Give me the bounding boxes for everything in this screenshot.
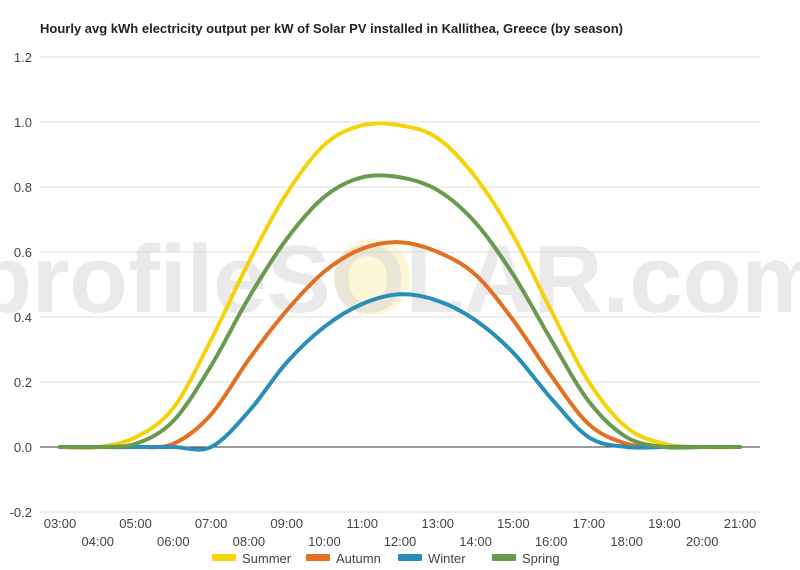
x-tick-label: 11:00 [346, 516, 378, 531]
legend-label-winter: Winter [428, 551, 466, 566]
y-tick-label: 0.6 [14, 245, 32, 260]
legend-swatch-summer [212, 554, 236, 561]
legend-label-autumn: Autumn [336, 551, 381, 566]
y-tick-label: 0.4 [14, 310, 32, 325]
series-line-summer [58, 121, 742, 450]
series-lines [58, 121, 742, 452]
legend-label-summer: Summer [242, 551, 292, 566]
x-tick-label: 06:00 [157, 534, 190, 549]
legend-swatch-autumn [306, 554, 330, 561]
x-tick-label: 18:00 [610, 534, 643, 549]
x-tick-label: 10:00 [308, 534, 341, 549]
x-tick-label: 17:00 [573, 516, 606, 531]
x-axis-ticks: 03:00 04:00 05:00 06:00 07:00 08:00 09:00 10:00… [44, 516, 757, 549]
y-tick-label: 0.8 [14, 180, 32, 195]
x-tick-label: 07:00 [195, 516, 228, 531]
legend-swatch-spring [492, 554, 516, 561]
x-tick-label: 09:00 [270, 516, 303, 531]
x-tick-label: 20:00 [686, 534, 719, 549]
y-tick-label: 0.2 [14, 375, 32, 390]
x-tick-label: 15:00 [497, 516, 530, 531]
x-tick-label: 12:00 [384, 534, 417, 549]
y-tick-label: 0.0 [14, 440, 32, 455]
y-axis-ticks: -0.2 0.0 0.2 0.4 0.6 0.8 1.0 1.2 [10, 50, 32, 520]
x-tick-label: 21:00 [724, 516, 757, 531]
series-line-autumn [58, 240, 742, 450]
x-tick-label: 05:00 [119, 516, 152, 531]
y-tick-label: 1.2 [14, 50, 32, 65]
chart-title: Hourly avg kWh electricity output per kW… [40, 21, 623, 36]
x-tick-label: 16:00 [535, 534, 568, 549]
x-tick-label: 08:00 [233, 534, 266, 549]
legend-label-spring: Spring [522, 551, 560, 566]
y-tick-label: 1.0 [14, 115, 32, 130]
legend: Summer Autumn Winter Spring [212, 551, 560, 566]
series-line-winter [58, 292, 742, 452]
x-tick-label: 04:00 [82, 534, 115, 549]
legend-swatch-winter [398, 554, 422, 561]
x-tick-label: 03:00 [44, 516, 77, 531]
y-tick-label: -0.2 [10, 505, 32, 520]
series-line-spring [58, 173, 742, 450]
x-tick-label: 14:00 [459, 534, 492, 549]
x-tick-label: 13:00 [422, 516, 455, 531]
x-tick-label: 19:00 [648, 516, 681, 531]
